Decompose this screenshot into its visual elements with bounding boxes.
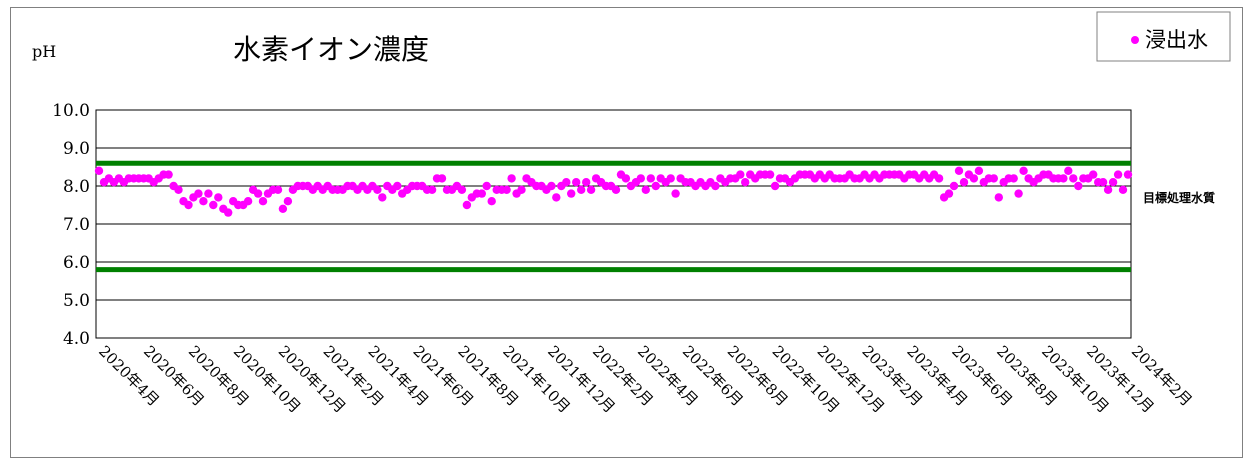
data-point — [1103, 185, 1113, 194]
data-point — [969, 174, 979, 183]
data-point — [204, 189, 213, 198]
data-point — [562, 178, 571, 187]
data-point — [1019, 166, 1028, 175]
data-point — [194, 189, 203, 198]
data-point — [457, 185, 467, 194]
data-point — [502, 185, 511, 194]
data-point — [651, 181, 660, 191]
legend-marker — [1131, 36, 1139, 44]
data-point — [582, 178, 591, 187]
data-point — [278, 204, 288, 213]
data-point — [547, 181, 556, 191]
data-point — [199, 197, 208, 206]
data-point — [94, 166, 104, 175]
data-point — [959, 178, 969, 187]
data-point — [934, 174, 944, 183]
data-point — [393, 181, 402, 191]
chart-title: 水素イオン濃度 — [233, 33, 429, 66]
data-point — [174, 185, 183, 194]
data-point — [253, 189, 263, 198]
chart-frame — [10, 7, 1243, 458]
data-point — [666, 174, 675, 183]
data-point — [621, 174, 631, 183]
data-point — [567, 189, 576, 198]
plot-area-group: 4.05.06.07.08.09.010.02020年4月2020年6月2020… — [52, 101, 1195, 417]
data-point — [636, 174, 645, 183]
data-point — [949, 181, 959, 191]
data-point — [736, 170, 745, 179]
data-point — [487, 197, 496, 206]
data-point — [646, 174, 655, 183]
data-point — [258, 197, 268, 206]
data-point — [427, 185, 437, 194]
data-point — [214, 193, 223, 202]
data-point — [243, 197, 253, 206]
data-point — [517, 185, 526, 194]
data-point — [283, 197, 293, 206]
data-point — [1098, 178, 1108, 187]
data-point — [1089, 170, 1098, 179]
y-tick-label: 7.0 — [63, 215, 90, 235]
data-point — [1009, 174, 1018, 183]
data-point — [989, 174, 998, 183]
legend: 浸出水 — [1096, 11, 1231, 62]
y-tick-label: 8.0 — [63, 177, 90, 197]
data-point — [507, 174, 516, 183]
data-point — [711, 181, 720, 191]
data-point — [671, 189, 680, 198]
data-point — [954, 166, 964, 175]
data-point — [1014, 189, 1023, 198]
data-point — [373, 185, 382, 194]
data-point — [552, 193, 561, 202]
data-point — [1059, 174, 1068, 183]
data-point — [1113, 170, 1123, 179]
data-point — [1118, 185, 1128, 194]
data-point — [577, 185, 586, 194]
data-point — [437, 174, 447, 183]
data-point — [586, 185, 596, 194]
data-point — [209, 200, 218, 210]
reference-label: 目標処理水質 — [1143, 190, 1215, 205]
data-point — [611, 185, 621, 194]
y-axis-label: pH — [32, 42, 56, 61]
data-point — [770, 181, 780, 191]
data-point — [184, 200, 193, 210]
data-point — [1123, 170, 1133, 179]
data-point — [224, 208, 233, 217]
y-tick-label: 5.0 — [63, 291, 90, 311]
data-point — [741, 178, 750, 187]
data-point — [462, 200, 472, 210]
data-point — [477, 189, 486, 198]
data-point — [765, 170, 775, 179]
legend-box — [1096, 11, 1231, 62]
y-tick-label: 9.0 — [63, 139, 90, 159]
plot-border — [95, 109, 1132, 339]
data-point — [641, 185, 650, 194]
y-tick-label: 6.0 — [63, 253, 90, 273]
y-tick-label: 4.0 — [63, 329, 90, 349]
data-point — [974, 166, 984, 175]
data-point — [1108, 178, 1118, 187]
data-point — [944, 189, 954, 198]
data-point — [1064, 166, 1073, 175]
legend-label: 浸出水 — [1145, 28, 1208, 52]
data-point — [378, 193, 387, 202]
data-point — [994, 193, 1003, 202]
data-point — [1074, 181, 1083, 191]
data-point — [273, 185, 283, 194]
y-tick-label: 10.0 — [52, 101, 90, 121]
data-point — [1069, 174, 1078, 183]
data-point — [572, 178, 581, 187]
data-point — [482, 181, 491, 191]
data-point — [164, 170, 173, 179]
